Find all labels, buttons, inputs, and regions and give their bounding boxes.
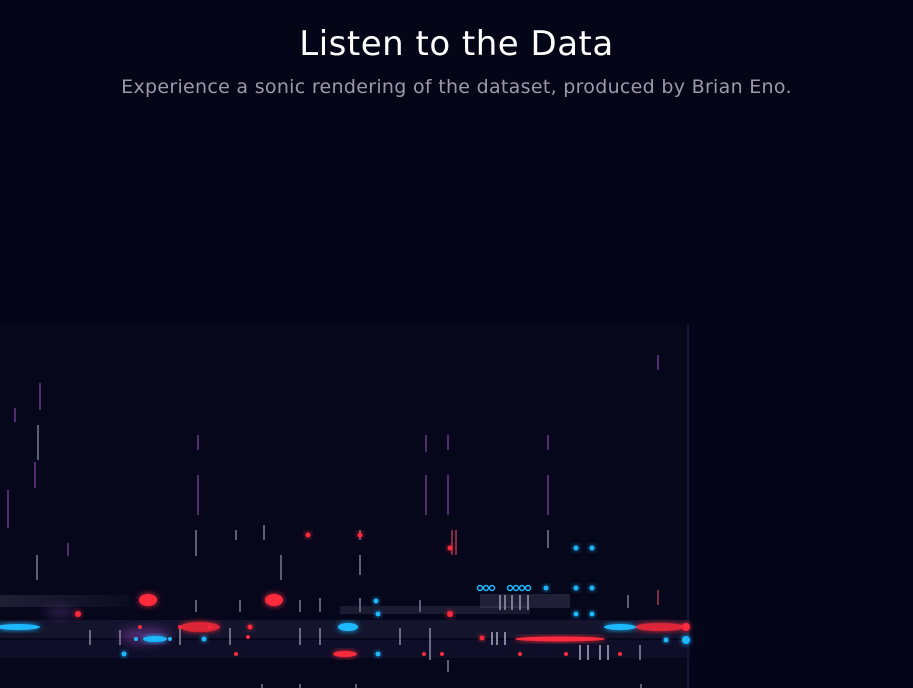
cyan-rings — [476, 584, 532, 592]
tick-marks — [7, 355, 659, 688]
header: Listen to the Data Experience a sonic re… — [0, 22, 913, 100]
red-notes — [75, 532, 690, 657]
cyan-notes — [0, 545, 690, 657]
page-title: Listen to the Data — [299, 24, 614, 64]
page-subtitle: Experience a sonic rendering of the data… — [121, 76, 792, 98]
